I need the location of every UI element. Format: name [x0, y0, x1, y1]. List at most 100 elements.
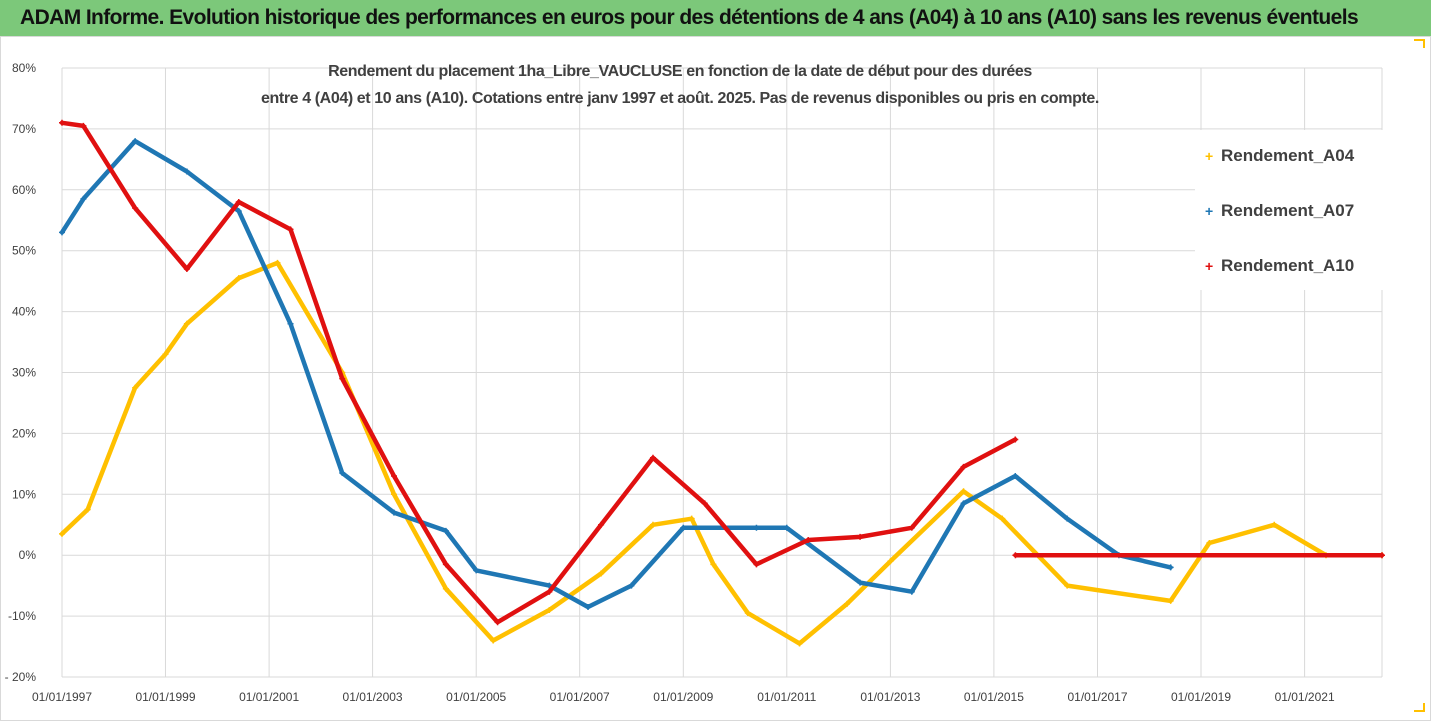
legend-label-a07: Rendement_A07 [1221, 201, 1355, 220]
x-tick-label: 01/01/2017 [1067, 690, 1127, 704]
x-tick-label: 01/01/2009 [653, 690, 713, 704]
data-point [59, 119, 65, 126]
data-point [235, 198, 242, 205]
legend-label-a04: Rendement_A04 [1221, 146, 1355, 165]
data-point [235, 208, 242, 215]
x-tick-label: 01/01/2019 [1171, 690, 1231, 704]
data-point [339, 469, 346, 476]
data-point [585, 603, 592, 610]
data-point [274, 259, 281, 266]
x-tick-label: 01/01/2005 [446, 690, 506, 704]
data-point [649, 521, 656, 528]
x-tick-label: 01/01/2013 [860, 690, 920, 704]
data-point [287, 320, 294, 327]
data-point [183, 320, 190, 327]
data-point [442, 561, 449, 568]
x-tick-label: 01/01/2021 [1275, 690, 1335, 704]
data-point [688, 515, 695, 522]
data-point [753, 524, 760, 531]
data-point [80, 195, 87, 202]
data-point [1064, 582, 1071, 589]
data-point [1167, 597, 1174, 604]
report-banner-title: ADAM Informe. Evolution historique des p… [0, 0, 1431, 36]
data-point [546, 607, 553, 614]
x-tick-label: 01/01/2007 [550, 690, 610, 704]
y-tick-label: 10% [12, 487, 36, 501]
data-point [960, 463, 967, 470]
data-point [598, 570, 605, 577]
data-point [908, 524, 915, 531]
x-tick-label: 01/01/2001 [239, 690, 299, 704]
data-point [796, 640, 803, 647]
data-point [1064, 515, 1071, 522]
data-point [960, 488, 967, 495]
data-point [287, 226, 294, 233]
data-point [908, 588, 915, 595]
legend-item-a07: + Rendement_A07 [1205, 197, 1354, 225]
series-line [59, 120, 1018, 625]
data-point [183, 265, 190, 272]
data-point [701, 500, 708, 507]
data-point [1012, 552, 1019, 559]
legend-label-a10: Rendement_A10 [1221, 256, 1355, 275]
y-tick-label: 30% [12, 366, 36, 380]
x-tick-label: 01/01/1997 [32, 690, 92, 704]
data-point [805, 536, 812, 543]
data-point [857, 579, 864, 586]
x-tick-label: 01/01/1999 [135, 690, 195, 704]
data-point [1012, 473, 1019, 480]
data-point [473, 567, 480, 574]
data-point [546, 588, 553, 595]
data-point [339, 375, 346, 382]
data-point [887, 558, 894, 565]
data-point [132, 384, 139, 391]
data-point [132, 138, 139, 145]
y-tick-label: 70% [12, 122, 36, 136]
data-point [162, 351, 169, 358]
legend-marker-a04: + [1205, 148, 1214, 164]
y-tick-label: 0% [19, 548, 37, 562]
data-point [1167, 564, 1174, 571]
data-point [857, 533, 864, 540]
legend-item-a10: + Rendement_A10 [1205, 252, 1354, 280]
y-tick-label: 40% [12, 305, 36, 319]
data-point [235, 275, 242, 282]
data-point [1012, 436, 1019, 443]
data-point [132, 205, 139, 212]
data-point [80, 122, 87, 129]
series-line [59, 260, 1385, 646]
data-point [442, 585, 449, 592]
x-tick-label: 01/01/2015 [964, 690, 1024, 704]
data-point [960, 500, 967, 507]
data-point [494, 619, 501, 626]
data-point [442, 527, 449, 534]
y-tick-label: -10% [8, 609, 36, 623]
data-point [710, 561, 717, 568]
y-tick-label: 20% [12, 426, 36, 440]
x-tick-label: 01/01/2003 [343, 690, 403, 704]
chart-title: Rendement du placement 1ha_Libre_VAUCLUS… [230, 58, 1130, 112]
data-point [844, 600, 851, 607]
data-point [1271, 521, 1278, 528]
chart-title-line-2: entre 4 (A04) et 10 ans (A10). Cotations… [261, 90, 1099, 107]
x-tick-label: 01/01/2011 [757, 690, 816, 704]
data-point [390, 473, 397, 480]
data-point [783, 524, 790, 531]
data-point [183, 168, 190, 175]
legend-item-a04: + Rendement_A04 [1205, 142, 1354, 170]
y-tick-label: 50% [12, 244, 36, 258]
data-point [598, 521, 605, 528]
series-a10 [59, 119, 1385, 626]
data-point [628, 582, 635, 589]
series-a07 [59, 138, 1174, 610]
legend-marker-a07: + [1205, 203, 1214, 219]
data-point [680, 524, 687, 531]
data-point [59, 530, 65, 537]
legend-marker-a10: + [1205, 258, 1214, 274]
data-point [490, 637, 497, 644]
chart-legend: + Rendement_A04 + Rendement_A07 + Rendem… [1195, 130, 1395, 290]
y-tick-label: 60% [12, 183, 36, 197]
data-point [1379, 552, 1385, 559]
data-point [1206, 540, 1213, 547]
